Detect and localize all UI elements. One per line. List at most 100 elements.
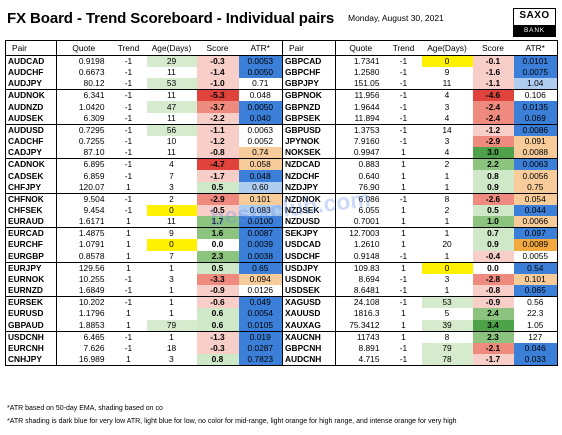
atr-cell: 0.0101 [513, 55, 558, 67]
table-row: GBPNZD 1.9644 -1 3 -2.4 0.0135 [283, 101, 558, 113]
logo-top-text: SAXO [519, 10, 550, 21]
pair-cell: GBPNOK [285, 90, 322, 101]
trend-cell: -1 [399, 297, 408, 308]
atr-cell: 127 [528, 331, 543, 342]
quote-cell: 12.7003 [335, 227, 386, 240]
table-body-left: AUDCAD 0.9198 -1 29 -0.3 0.0053 AUDCHF 0.6673 -1… [5, 55, 283, 366]
age-cell: 39 [421, 319, 473, 332]
quote-cell: 75.3412 [335, 319, 386, 332]
table-row: AUDCAD 0.9198 -1 29 -0.3 0.0053 [6, 55, 283, 67]
age-cell: 0 [146, 239, 197, 251]
footnote-atr-basis: *ATR based on 50-day EMA, shading based … [7, 405, 163, 412]
age-cell: 14 [442, 124, 452, 135]
pair-cell: EURSEK [8, 297, 43, 308]
score-cell: -2.2 [196, 112, 239, 125]
trend-cell: -1 [399, 56, 408, 66]
quote-cell: 6.086 [335, 193, 386, 205]
trend-cell: -1 [124, 124, 133, 135]
trend-cell: -1 [124, 101, 133, 112]
table-row: CADSEK 6.859 -1 7 -1.7 0.048 [6, 170, 283, 182]
quote-cell: 7.626 [56, 342, 111, 354]
age-cell: 3 [444, 136, 450, 147]
atr-cell: 0.74 [238, 147, 283, 160]
atr-cell: 0.60 [238, 181, 283, 194]
pair-cell: AUDCAD [8, 56, 45, 66]
trend-cell: 1 [401, 204, 406, 215]
age-cell: 11 [146, 112, 197, 125]
quote-cell: 9.454 [56, 204, 111, 217]
quote-cell: 0.883 [335, 158, 386, 171]
trend-cell: 1 [401, 159, 406, 170]
footnote-atr-shading: *ATR shading is dark blue for very low A… [7, 418, 457, 425]
table-row: USDNOK 8.694 -1 3 -2.8 0.101 [283, 273, 558, 286]
score-cell: 0.7 [472, 227, 514, 240]
quote-cell: 6.341 [56, 89, 111, 102]
atr-cell: 0.0063 [513, 158, 558, 171]
score-cell: -0.5 [196, 204, 239, 217]
quote-cell: 16.989 [56, 353, 111, 366]
trend-cell: 1 [401, 308, 406, 319]
atr-cell: 0.048 [249, 90, 271, 101]
column-header-quote: Quote [56, 40, 111, 56]
score-cell: 2.4 [472, 308, 514, 320]
score-cell: -3.3 [196, 273, 239, 286]
pair-cell: GBPUSD [285, 124, 321, 135]
score-cell: -0.3 [196, 342, 239, 354]
quote-cell: 0.9198 [56, 55, 111, 67]
trend-cell: 1 [110, 216, 147, 229]
saxo-bank-logo: SAXO BANK [513, 8, 556, 37]
age-cell: 0 [421, 55, 473, 67]
pair-cell: AUDNZD [8, 101, 44, 112]
atr-cell: 0.040 [238, 112, 283, 125]
atr-cell: 0.065 [513, 285, 558, 298]
table-row: NZDSEK 6.055 1 2 0.5 0.044 [283, 204, 558, 217]
atr-cell: 0.0287 [238, 342, 283, 354]
age-cell: 1 [421, 250, 473, 263]
column-header-age: Age(Days) [421, 40, 473, 56]
score-cell: 1.0 [472, 216, 514, 229]
quote-cell: 0.9947 [335, 147, 386, 160]
atr-cell: 0.56 [527, 297, 544, 308]
quote-cell: 7.9160 [335, 135, 386, 148]
trend-cell: 1 [385, 216, 422, 229]
pair-cell: GBPNZD [285, 101, 321, 112]
score-cell: -1.7 [472, 353, 514, 366]
atr-cell: 0.0054 [238, 308, 283, 320]
pair-cell: USDJPY [285, 262, 319, 273]
score-cell: -4.6 [472, 89, 514, 102]
score-cell: 2.3 [196, 250, 239, 263]
trend-cell: 1 [110, 353, 147, 366]
column-header-quote: Quote [335, 40, 386, 56]
trend-cell: -1 [124, 331, 133, 342]
pair-cell: AUDCHF [8, 67, 44, 78]
score-cell: -3.7 [196, 101, 239, 113]
score-cell: -1.0 [196, 78, 239, 91]
trend-cell: -1 [124, 193, 133, 204]
pair-cell: XAUUSD [285, 308, 321, 319]
trend-cell: -1 [124, 90, 133, 101]
trend-cell: 1 [110, 181, 147, 194]
score-cell: -1.2 [472, 124, 514, 136]
quote-cell: 10.255 [56, 273, 111, 286]
table-row: USDCAD 1.2610 1 20 0.9 0.0089 [283, 239, 558, 251]
quote-cell: 6.465 [56, 331, 111, 343]
atr-cell: 0.101 [513, 273, 558, 286]
age-cell: 7 [146, 250, 197, 263]
atr-cell: 0.0038 [238, 250, 283, 263]
table-row: AUDNOK 6.341 -1 11 -5.3 0.048 [6, 89, 283, 102]
table-row: EURNOK 10.255 -1 3 -3.3 0.094 [6, 273, 283, 286]
trend-cell: 1 [401, 331, 406, 342]
atr-cell: 0.049 [238, 296, 283, 309]
table-row: CADJPY 87.10 -1 11 -0.8 0.74 [5, 147, 283, 160]
column-header-score: Score [196, 40, 239, 56]
score-cell: -0.4 [472, 250, 514, 263]
quote-cell: 0.7295 [56, 124, 111, 136]
quote-cell: 87.10 [56, 147, 111, 160]
logo-bottom-text: BANK [514, 25, 555, 36]
atr-cell: 0.019 [238, 331, 283, 343]
age-cell: 4 [421, 112, 473, 125]
quote-cell: 1.1796 [56, 308, 111, 320]
trend-cell: -1 [124, 170, 133, 181]
atr-cell: 0.65 [238, 262, 283, 274]
atr-cell: 0.097 [513, 227, 558, 240]
